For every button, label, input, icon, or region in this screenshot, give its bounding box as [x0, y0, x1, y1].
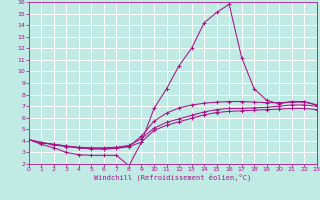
- X-axis label: Windchill (Refroidissement éolien,°C): Windchill (Refroidissement éolien,°C): [94, 174, 252, 181]
